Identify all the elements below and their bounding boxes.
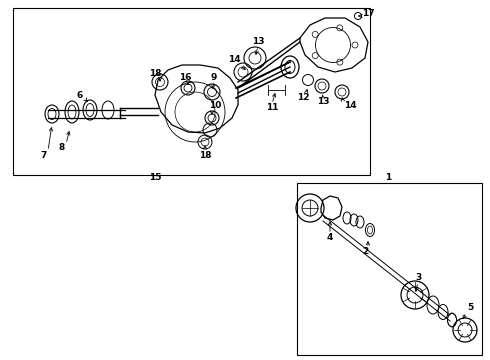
Text: 4: 4: [327, 234, 333, 243]
Text: 17: 17: [362, 9, 374, 18]
Text: 18: 18: [149, 68, 161, 77]
Text: 11: 11: [266, 104, 278, 112]
Text: 5: 5: [467, 303, 473, 312]
Text: 8: 8: [59, 144, 65, 153]
Text: 2: 2: [362, 248, 368, 256]
Text: 10: 10: [209, 100, 221, 109]
Text: 6: 6: [77, 90, 83, 99]
Bar: [297, 183, 482, 355]
Text: 16: 16: [179, 72, 191, 81]
Text: 14: 14: [343, 102, 356, 111]
Bar: [13, 8, 370, 175]
Text: 13: 13: [252, 37, 264, 46]
Text: 12: 12: [297, 94, 309, 103]
Text: 3: 3: [415, 274, 421, 283]
Text: 14: 14: [228, 55, 240, 64]
Text: 18: 18: [199, 150, 211, 159]
Text: 9: 9: [211, 72, 217, 81]
Text: 15: 15: [149, 174, 161, 183]
Text: 7: 7: [41, 150, 47, 159]
Text: 1: 1: [385, 174, 391, 183]
Text: 13: 13: [317, 98, 329, 107]
